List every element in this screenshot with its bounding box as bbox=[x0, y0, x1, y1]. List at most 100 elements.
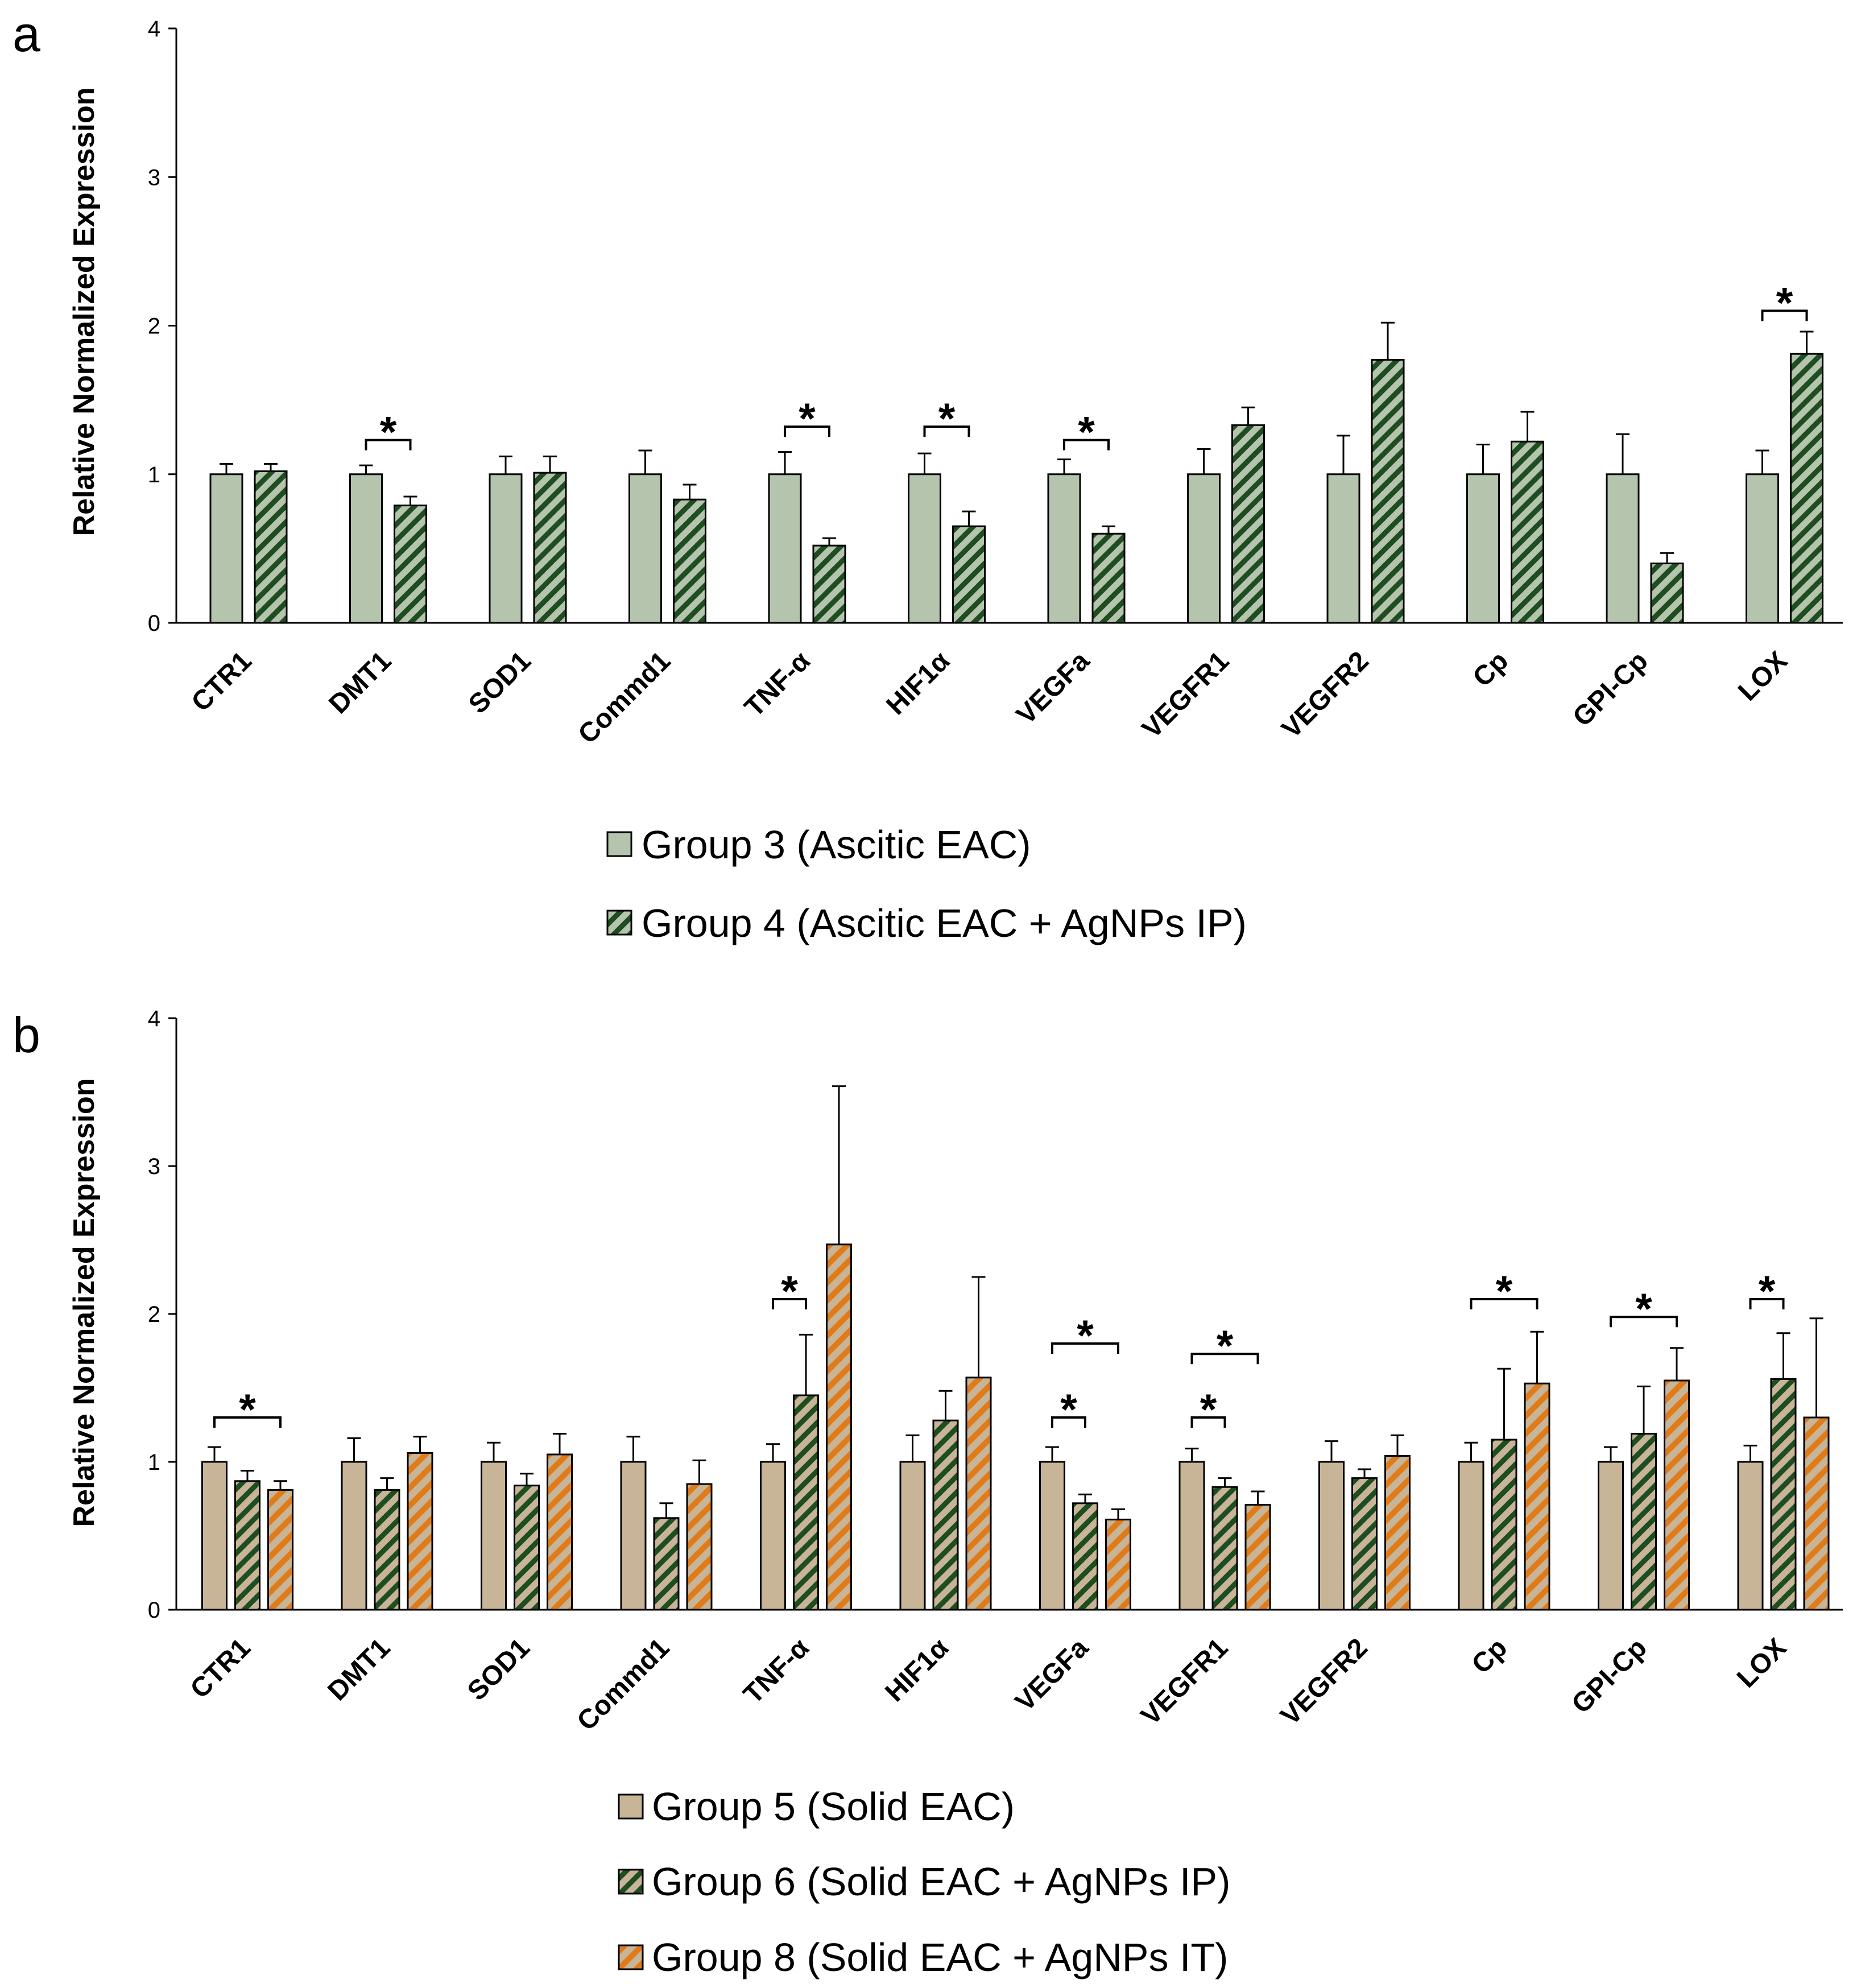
x-tick-label-vegfr1: VEGFR1 bbox=[1135, 1632, 1234, 1731]
error-bar-tnf-alpha-series-3 bbox=[832, 1085, 846, 1245]
x-tick-label-dmt1: DMT1 bbox=[323, 646, 397, 720]
error-bar-vegfa-series-2 bbox=[1102, 525, 1115, 534]
error-bar-lox-series-3 bbox=[1809, 1317, 1823, 1417]
bar-dmt1-series-2 bbox=[374, 1489, 400, 1611]
bar-tnf-alpha-series-1 bbox=[760, 1461, 786, 1611]
bar-tnf-alpha-series-2 bbox=[793, 1394, 819, 1611]
significance-bracket-gpi-cp-8 bbox=[1610, 1316, 1678, 1328]
bar-vegfr2-series-2 bbox=[1351, 1477, 1378, 1611]
bar-sod1-series-2 bbox=[514, 1485, 540, 1611]
bar-gpi-cp-series-3 bbox=[1664, 1379, 1690, 1611]
x-tick-label-sod1: SOD1 bbox=[462, 1632, 536, 1706]
x-tick-label-vegfr1: VEGFR1 bbox=[1136, 646, 1235, 744]
bar-commd1-series-1 bbox=[620, 1461, 647, 1611]
legend-swatch-group-8 bbox=[618, 1944, 644, 1970]
error-bar-lox-series-2 bbox=[1800, 330, 1814, 354]
x-tick-label-ctr1: CTR1 bbox=[185, 1632, 257, 1704]
bar-dmt1-series-2 bbox=[394, 505, 427, 624]
error-bar-ctr1-series-2 bbox=[241, 1470, 254, 1481]
significance-star-tnf-alpha-2: * bbox=[781, 1267, 798, 1316]
x-tick-label-vegfr2: VEGFR2 bbox=[1276, 646, 1375, 744]
x-tick-label-hif1alpha: HIF1α bbox=[880, 646, 956, 721]
significance-bracket-vegfa-3 bbox=[1051, 1416, 1086, 1428]
error-bar-commd1-series-2 bbox=[683, 483, 697, 500]
bar-commd1-series-3 bbox=[686, 1483, 713, 1611]
error-bar-commd1-series-3 bbox=[692, 1459, 706, 1484]
bar-gpi-cp-series-1 bbox=[1606, 473, 1640, 624]
bar-ctr1-series-3 bbox=[267, 1489, 293, 1611]
significance-star-hif1alpha-3: * bbox=[938, 395, 956, 443]
error-bar-sod1-series-3 bbox=[553, 1433, 566, 1454]
bar-hif1alpha-series-2 bbox=[952, 525, 986, 624]
error-bar-hif1alpha-series-1 bbox=[917, 452, 932, 474]
legend-label-group-6: Group 6 (Solid EAC + AgNPs IP) bbox=[652, 1859, 1230, 1904]
error-bar-vegfr1-series-2 bbox=[1241, 406, 1255, 425]
significance-bracket-vegfr1-5 bbox=[1190, 1416, 1226, 1428]
error-bar-lox-series-2 bbox=[1776, 1332, 1790, 1379]
bar-sod1-series-3 bbox=[547, 1453, 573, 1611]
error-bar-sod1-series-1 bbox=[499, 455, 512, 474]
significance-star-vegfr1-6: * bbox=[1217, 1322, 1234, 1370]
bar-sod1-series-2 bbox=[533, 472, 567, 624]
significance-star-vegfa-3: * bbox=[1060, 1386, 1077, 1434]
bar-lox-series-2 bbox=[1770, 1378, 1797, 1611]
legend-label-group-8: Group 8 (Solid EAC + AgNPs IT) bbox=[652, 1935, 1228, 1979]
significance-bracket-ctr1-1 bbox=[213, 1416, 282, 1428]
error-bar-tnf-alpha-series-2 bbox=[799, 1333, 813, 1395]
bar-tnf-alpha-series-3 bbox=[826, 1243, 852, 1611]
error-bar-tnf-alpha-series-1 bbox=[778, 451, 792, 474]
bar-vegfr1-series-1 bbox=[1178, 1461, 1205, 1611]
bar-hif1alpha-series-3 bbox=[965, 1377, 992, 1611]
error-bar-vegfa-series-3 bbox=[1111, 1508, 1125, 1520]
x-tick-label-gpi-cp: GPI-Cp bbox=[1566, 1632, 1652, 1719]
error-bar-lox-series-1 bbox=[1743, 1444, 1757, 1462]
y-tick-label-3: 3 bbox=[148, 165, 160, 190]
error-bar-hif1alpha-series-2 bbox=[962, 510, 976, 527]
error-bar-gpi-cp-series-2 bbox=[1637, 1385, 1651, 1434]
y-tick-label-1: 1 bbox=[148, 1450, 160, 1475]
error-bar-ctr1-series-2 bbox=[264, 462, 278, 472]
significance-star-gpi-cp-8: * bbox=[1635, 1285, 1652, 1333]
x-tick-label-hif1alpha: HIF1α bbox=[879, 1632, 954, 1708]
significance-bracket-lox-5 bbox=[1761, 309, 1808, 321]
bar-dmt1-series-1 bbox=[349, 473, 383, 624]
panel-a-plot-area: 0 1 2 3 4 CTR1 DMT1 SOD1 Commd1 TNF-α HIF1α VEGFa VE… bbox=[148, 16, 1843, 750]
error-bar-gpi-cp-series-2 bbox=[1660, 552, 1674, 564]
error-bar-cp-series-1 bbox=[1464, 1441, 1478, 1462]
x-tick-label-dmt1: DMT1 bbox=[322, 1632, 396, 1706]
error-bar-commd1-series-1 bbox=[626, 1436, 640, 1462]
bar-dmt1-series-3 bbox=[407, 1452, 433, 1611]
error-bar-vegfa-series-2 bbox=[1078, 1493, 1092, 1503]
error-bar-sod1-series-2 bbox=[543, 455, 557, 473]
error-bar-vegfr1-series-2 bbox=[1218, 1477, 1232, 1487]
bar-vegfr1-series-3 bbox=[1244, 1503, 1271, 1611]
error-bar-gpi-cp-series-1 bbox=[1604, 1446, 1618, 1462]
panel-b: b Relative Normalized Expression 0 1 2 3 4 CT… bbox=[13, 1006, 1843, 1979]
bar-commd1-series-2 bbox=[653, 1517, 680, 1611]
error-bar-cp-series-1 bbox=[1476, 444, 1490, 474]
bar-hif1alpha-series-1 bbox=[908, 473, 941, 624]
bar-vegfr2-series-3 bbox=[1384, 1455, 1411, 1611]
bar-vegfr1-series-2 bbox=[1211, 1486, 1238, 1611]
bar-cp-series-1 bbox=[1458, 1461, 1484, 1611]
error-bar-tnf-alpha-series-1 bbox=[766, 1443, 780, 1462]
error-bar-commd1-series-1 bbox=[638, 449, 652, 474]
bar-tnf-alpha-series-1 bbox=[768, 473, 802, 624]
panel-a-letter: a bbox=[13, 6, 40, 62]
x-tick-label-tnf-alpha: TNF-α bbox=[738, 1632, 815, 1710]
bar-hif1alpha-series-1 bbox=[899, 1461, 926, 1611]
bar-vegfa-series-2 bbox=[1072, 1502, 1098, 1611]
error-bar-cp-series-3 bbox=[1530, 1330, 1544, 1384]
error-bar-ctr1-series-1 bbox=[220, 462, 233, 474]
panel-a-legend: Group 3 (Ascitic EAC) Group 4 (Ascitic E… bbox=[606, 823, 1247, 945]
error-bar-vegfr2-series-2 bbox=[1381, 321, 1395, 360]
legend-label-group-4: Group 4 (Ascitic EAC + AgNPs IP) bbox=[642, 901, 1247, 945]
significance-star-ctr1-1: * bbox=[239, 1386, 256, 1434]
legend-swatch-group-5 bbox=[618, 1793, 644, 1820]
x-tick-label-cp: Cp bbox=[1466, 1632, 1513, 1680]
significance-bracket-tnf-alpha-2 bbox=[772, 1298, 807, 1309]
bar-lox-series-3 bbox=[1803, 1416, 1830, 1611]
x-tick-label-vegfa: VEGFa bbox=[1011, 646, 1095, 730]
y-tick-label-4: 4 bbox=[148, 16, 160, 42]
